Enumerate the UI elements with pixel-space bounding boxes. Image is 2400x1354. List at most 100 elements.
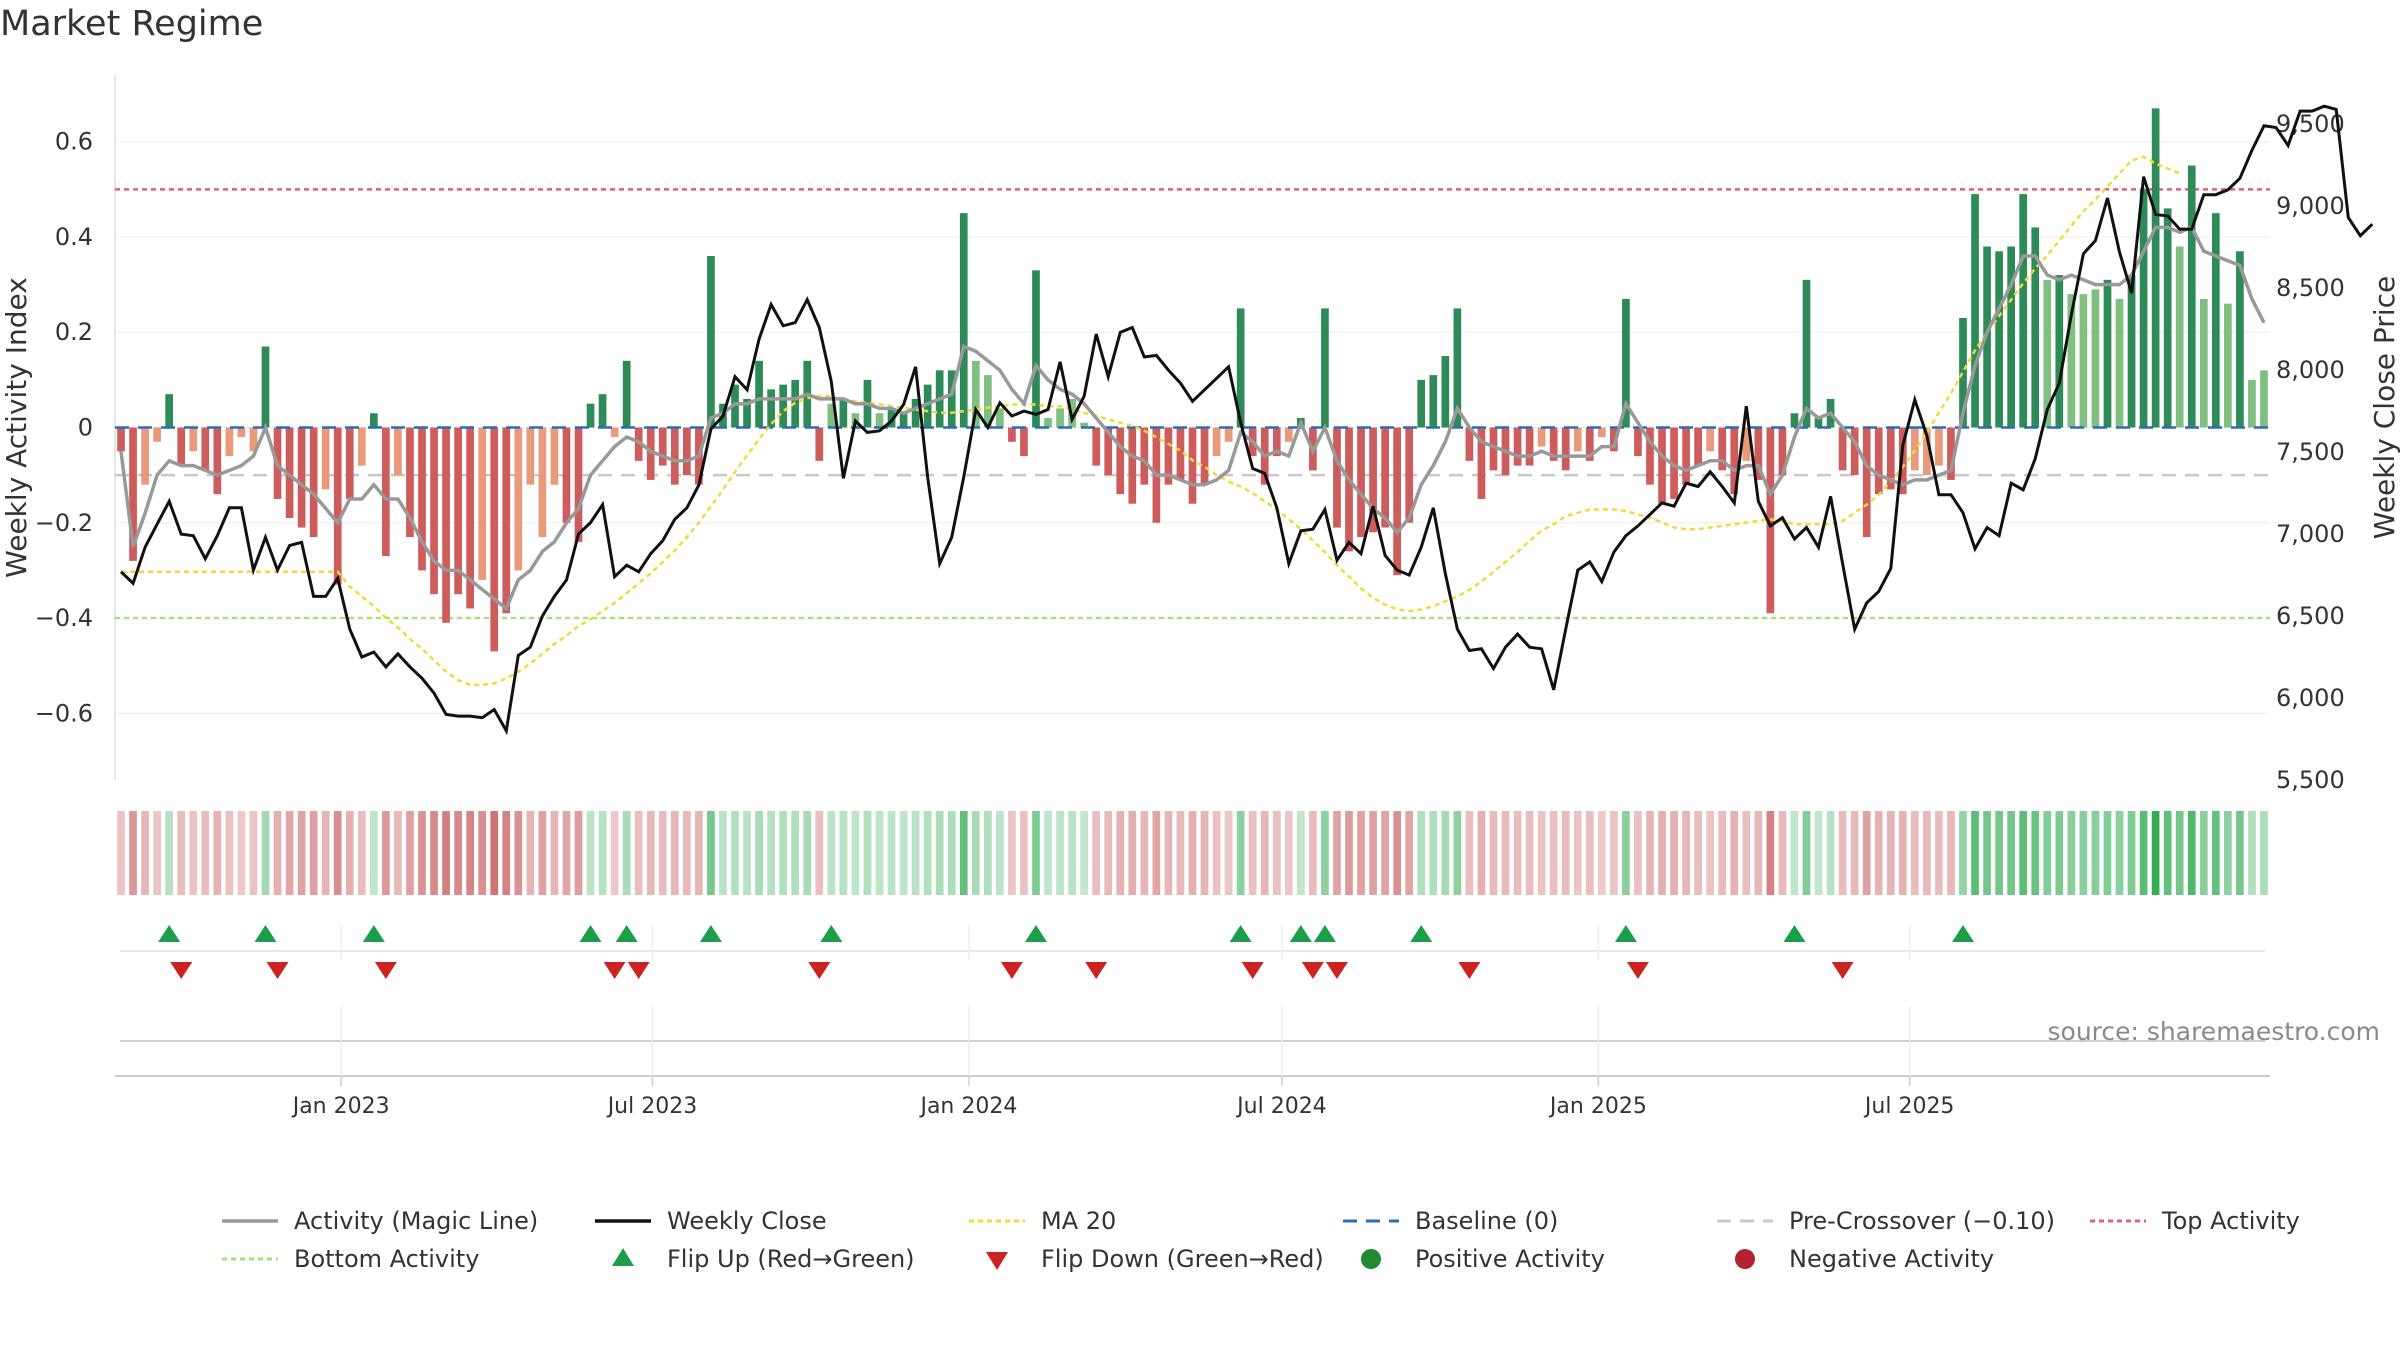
heat-strip-cell bbox=[863, 811, 872, 895]
positive-dot-icon bbox=[1341, 1244, 1401, 1274]
flip-down-marker bbox=[1325, 962, 1348, 979]
activity-bar bbox=[1104, 427, 1113, 476]
activity-bar bbox=[1706, 427, 1715, 452]
heat-strip-cell bbox=[1369, 811, 1377, 895]
activity-bar bbox=[2019, 194, 2028, 428]
heat-strip-cell bbox=[1754, 811, 1763, 895]
heat-strip-cell bbox=[1477, 811, 1486, 895]
activity-bar bbox=[213, 427, 222, 495]
activity-bar bbox=[658, 427, 667, 466]
heat-strip-cell bbox=[1309, 811, 1317, 895]
activity-bar bbox=[1176, 427, 1185, 480]
activity-bar bbox=[683, 427, 691, 476]
activity-bar bbox=[1056, 408, 1064, 428]
activity-bar bbox=[1453, 308, 1462, 428]
heat-strip-cell bbox=[2055, 811, 2064, 895]
heat-strip-cell bbox=[2151, 811, 2160, 895]
flip-up-marker bbox=[362, 925, 385, 942]
activity-bar bbox=[1910, 427, 1919, 471]
activity-bar bbox=[1670, 427, 1678, 499]
heat-strip-cell bbox=[1971, 811, 1979, 895]
activity-bar bbox=[1682, 427, 1690, 485]
activity-bar bbox=[117, 427, 125, 452]
activity-bar bbox=[1116, 427, 1125, 495]
activity-bar bbox=[1188, 427, 1197, 504]
heat-strip-cell bbox=[1947, 811, 1955, 895]
heat-strip-cell bbox=[1910, 811, 1919, 895]
activity-bar bbox=[394, 427, 402, 476]
heat-strip-cell bbox=[261, 811, 270, 895]
y2-tick-label: 8,000 bbox=[2276, 356, 2345, 384]
activity-bar bbox=[670, 427, 679, 485]
legend-item-positive-activity: Positive Activity bbox=[1341, 1244, 1605, 1274]
flip-down-marker bbox=[170, 962, 193, 979]
x-tick-label: Jul 2025 bbox=[1863, 1094, 1955, 1119]
heat-strip-cell bbox=[1020, 811, 1028, 895]
heat-strip-cell bbox=[514, 811, 523, 895]
weekly-close-line bbox=[119, 104, 2374, 736]
activity-bar bbox=[1224, 427, 1233, 442]
activity-bar bbox=[622, 360, 631, 428]
x-tick-label: Jul 2024 bbox=[1235, 1094, 1327, 1119]
activity-bar bbox=[1971, 194, 1979, 428]
activity-bar bbox=[165, 394, 174, 428]
flip-down-marker bbox=[1301, 962, 1324, 979]
activity-bar bbox=[574, 427, 583, 542]
legend-label-flip-down: Flip Down (Green→Red) bbox=[1041, 1245, 1324, 1273]
legend-swatch-bottom-activity bbox=[220, 1244, 280, 1274]
heat-strip-cell bbox=[815, 811, 824, 895]
activity-bar bbox=[357, 427, 366, 466]
activity-bar bbox=[309, 427, 318, 538]
heat-strip-cell bbox=[1766, 811, 1775, 895]
heat-strip-cell bbox=[2067, 811, 2076, 895]
activity-bar bbox=[2091, 289, 2100, 428]
heat-strip-cell bbox=[1441, 811, 1450, 895]
heat-strip-cell bbox=[2187, 811, 2196, 895]
heat-strip-cell bbox=[1104, 811, 1113, 895]
activity-bar bbox=[526, 427, 535, 485]
negative-dot-icon bbox=[1715, 1244, 1775, 1274]
activity-bar bbox=[249, 427, 258, 452]
heat-strip-cell bbox=[333, 811, 342, 895]
heat-strip-cell bbox=[1465, 811, 1474, 895]
heat-strip-cell bbox=[827, 811, 836, 895]
heat-strip-cell bbox=[1995, 811, 2003, 895]
heat-strip-cell bbox=[683, 811, 691, 895]
activity-bar bbox=[1092, 427, 1101, 466]
heat-strip-cell bbox=[2199, 811, 2208, 895]
heat-strip-cell bbox=[887, 811, 896, 895]
heat-strip-cell bbox=[911, 811, 920, 895]
heat-strip-cell bbox=[1597, 811, 1606, 895]
y-tick-label: −0.4 bbox=[35, 604, 93, 632]
activity-bar bbox=[2260, 370, 2268, 428]
heat-strip-cell bbox=[658, 811, 667, 895]
activity-bar bbox=[1935, 427, 1943, 466]
activity-bar bbox=[1333, 427, 1341, 528]
heat-strip-cell bbox=[2248, 811, 2256, 895]
heat-strip-cell bbox=[1248, 811, 1257, 895]
activity-bar bbox=[2248, 379, 2256, 428]
activity-bar bbox=[2187, 165, 2196, 428]
activity-bar bbox=[285, 427, 294, 519]
x-tick-label: Jul 2023 bbox=[606, 1094, 698, 1119]
activity-bar bbox=[646, 427, 655, 480]
heat-strip-cell bbox=[2103, 811, 2112, 895]
legend: Activity (Magic Line) Weekly Close MA 20… bbox=[200, 1206, 2400, 1296]
activity-bar bbox=[1754, 427, 1763, 480]
heat-strip-cell bbox=[129, 811, 137, 895]
heat-strip-cell bbox=[959, 811, 968, 895]
y-tick-label: −0.2 bbox=[35, 509, 93, 537]
y2-tick-label: 9,000 bbox=[2276, 192, 2345, 220]
heat-strip-cell bbox=[899, 811, 908, 895]
flip-up-marker bbox=[254, 925, 277, 942]
heat-strip-cell bbox=[707, 811, 715, 895]
legend-label-weekly-close: Weekly Close bbox=[667, 1207, 827, 1235]
legend-label-bottom-activity: Bottom Activity bbox=[294, 1245, 480, 1273]
heat-strip-cell bbox=[1874, 811, 1883, 895]
activity-bar bbox=[1742, 427, 1751, 461]
activity-bar bbox=[2175, 246, 2184, 428]
activity-bar bbox=[1465, 427, 1474, 461]
heat-strip-cell bbox=[670, 811, 679, 895]
y-tick-label: 0 bbox=[78, 414, 93, 442]
